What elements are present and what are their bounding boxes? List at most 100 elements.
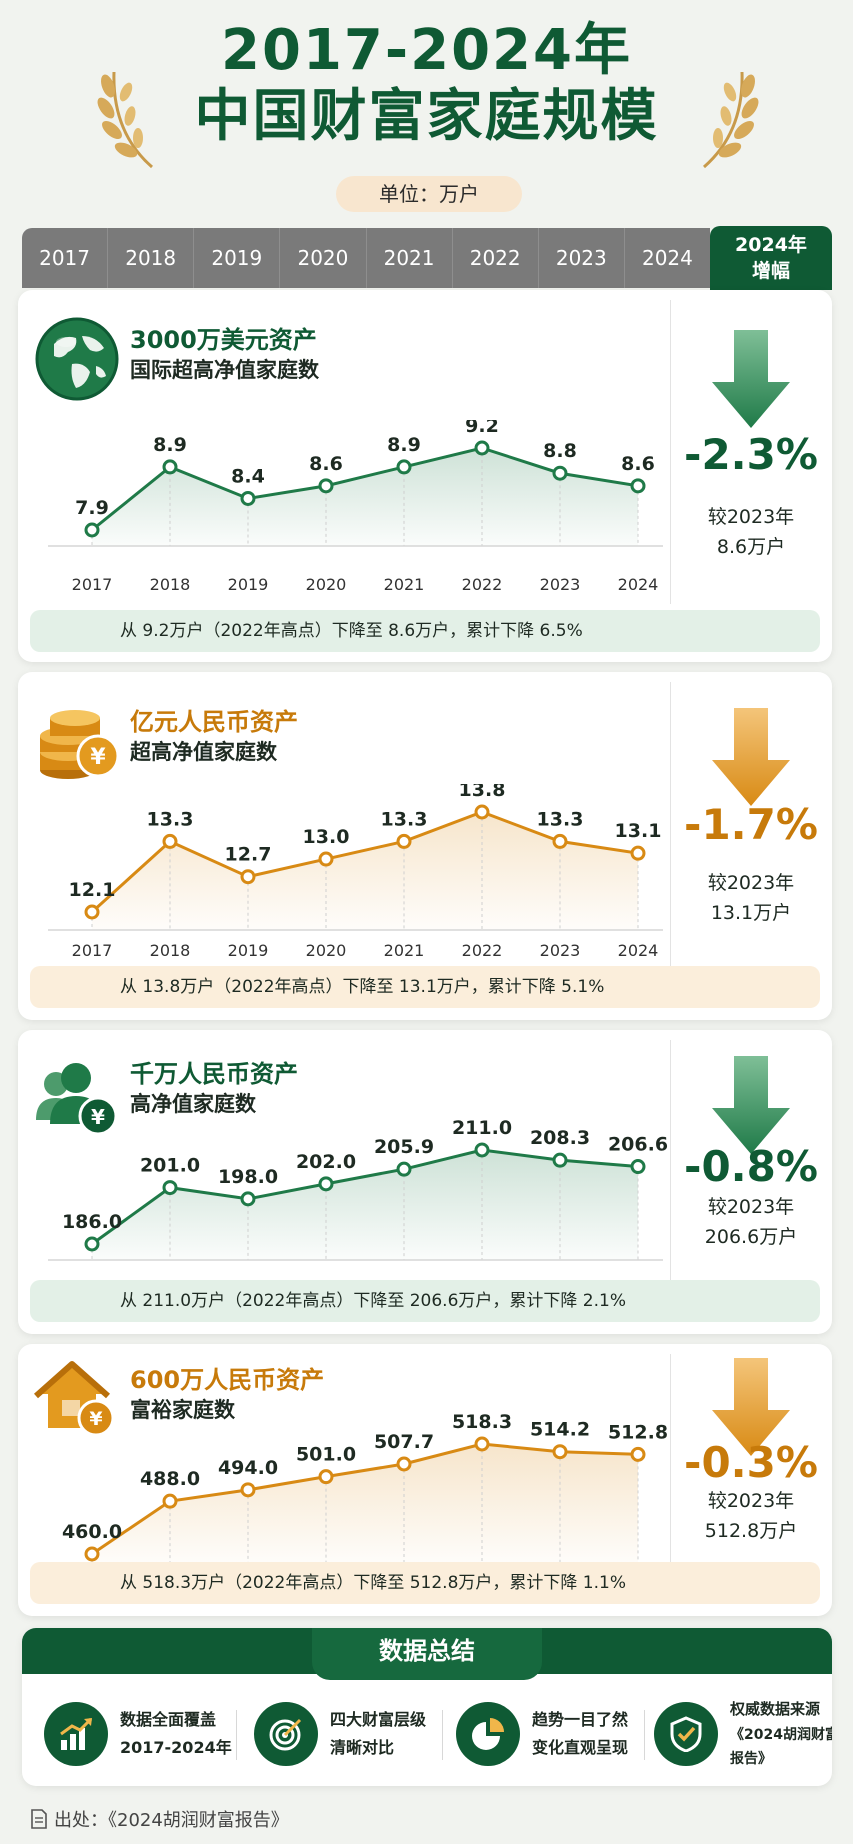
data-point: [318, 851, 334, 867]
data-point: [396, 459, 412, 475]
data-label: 12.7: [225, 844, 272, 866]
summary-item-line2: 2017-2024年: [120, 1738, 232, 1757]
series-line: [91, 1148, 639, 1246]
data-label: 488.0: [140, 1468, 200, 1490]
data-point: [630, 1446, 646, 1462]
change-percent: -2.3%: [684, 430, 818, 479]
increase-header-line1: 2024年: [735, 234, 807, 256]
data-point: [240, 869, 256, 885]
document-icon: [31, 1809, 47, 1829]
series-area: [92, 1444, 638, 1564]
series-area: [92, 448, 638, 546]
compare-line-2: 8.6万户: [716, 536, 786, 558]
data-point: [240, 1482, 256, 1498]
data-point: [162, 1180, 178, 1196]
x-tick-label: 2022: [462, 575, 503, 594]
card-100m-rmb: ¥ 亿元人民币资产 超高净值家庭数 12.1 2017 13.3 2018 12.7 20…: [18, 672, 832, 1020]
x-tick-label: 2024: [618, 941, 659, 960]
compare-line-2: 512.8万户: [704, 1520, 798, 1542]
data-label: 8.6: [309, 453, 343, 475]
title-line-1: 2017-2024年: [221, 18, 632, 83]
down-arrow-icon: [712, 1358, 790, 1456]
compare-line-1: 较2023年: [707, 1196, 795, 1218]
unit-label: 单位：万户: [336, 176, 522, 212]
data-point: [318, 478, 334, 494]
summary-item: 数据全面覆盖 2017-2024年: [44, 1696, 244, 1776]
data-point: [552, 833, 568, 849]
svg-text:¥: ¥: [91, 1105, 105, 1129]
down-arrow-icon: [712, 1056, 790, 1154]
year-header-bar: 2017 2018 2019 2020 2021 2022 2023 2024: [22, 228, 710, 288]
data-point: [240, 490, 256, 506]
house-icon: ¥: [34, 1361, 115, 1437]
down-arrow-icon: [712, 708, 790, 806]
year-header-2021: 2021: [367, 228, 453, 288]
summary-item-line1: 四大财富层级: [330, 1710, 427, 1729]
source-text: 出处：《2024胡润财富报告》: [54, 1810, 289, 1831]
down-arrow-icon: [712, 330, 790, 428]
pie-icon: [456, 1702, 520, 1766]
data-label: 8.8: [543, 440, 577, 462]
chart-6m-rmb: 460.02017488.02018494.02019501.02020507.…: [48, 1412, 668, 1592]
data-point: [552, 1444, 568, 1460]
data-point: [84, 904, 100, 920]
data-label: 8.4: [231, 465, 265, 487]
data-point: [552, 465, 568, 481]
summary-separator: [236, 1710, 237, 1760]
data-label: 202.0: [296, 1151, 356, 1173]
series-area: [92, 1150, 638, 1260]
summary-item: 趋势一目了然 变化直观呈现: [456, 1696, 656, 1776]
data-label: 9.2: [465, 420, 499, 437]
x-tick-label: 2020: [306, 941, 347, 960]
card-note: 从 211.0万户（2022年高点）下降至 206.6万户，累计下降 2.1%: [30, 1280, 820, 1322]
compare-line-1: 较2023年: [707, 506, 795, 528]
card-note: 从 13.8万户（2022年高点）下降至 13.1万户，累计下降 5.1%: [30, 966, 820, 1008]
chart-10m-rmb: 186.02017201.02018198.02019202.02020205.…: [48, 1120, 668, 1296]
data-label: 507.7: [374, 1431, 434, 1453]
data-label: 494.0: [218, 1457, 278, 1479]
card-category: 亿元人民币资产: [130, 708, 298, 736]
data-label: 518.3: [452, 1412, 512, 1433]
series-line: [91, 446, 639, 532]
data-label: 8.9: [387, 434, 421, 456]
data-label: 208.3: [530, 1127, 590, 1149]
summary-item-line3: 报告》: [730, 1751, 772, 1767]
x-tick-label: 2018: [150, 575, 191, 594]
data-label: 7.9: [75, 497, 109, 519]
card-note: 从 518.3万户（2022年高点）下降至 512.8万户，累计下降 1.1%: [30, 1562, 820, 1604]
summary-item-line2: 变化直观呈现: [532, 1738, 629, 1757]
data-label: 8.6: [621, 453, 655, 475]
coin-stack-icon: ¥: [40, 710, 120, 779]
series-line: [90, 810, 639, 914]
data-point: [318, 1176, 334, 1192]
data-point: [84, 522, 100, 538]
increase-header: 2024年 增幅: [710, 226, 832, 290]
card-note: 从 9.2万户（2022年高点）下降至 8.6万户，累计下降 6.5%: [30, 610, 820, 652]
data-label: 186.0: [62, 1211, 122, 1233]
data-point: [162, 459, 178, 475]
series-line: [91, 1442, 639, 1556]
x-tick-label: 2017: [72, 575, 113, 594]
card-category: 3000万美元资产: [130, 326, 317, 354]
summary-title: 数据总结: [312, 1628, 542, 1680]
increase-header-line2: 增幅: [751, 260, 790, 282]
bar-growth-icon: [44, 1702, 108, 1766]
year-header-2017: 2017: [22, 228, 109, 288]
card-3000w-usd: 3000万美元资产 国际超高净值家庭数 7.9 2017 8.9 2018 8.4 201…: [18, 290, 832, 662]
data-label: 198.0: [218, 1166, 278, 1188]
card-6m-rmb: ¥ 600万人民币资产 富裕家庭数 460.02017488.02018494.…: [18, 1344, 832, 1616]
card-divider: [670, 300, 671, 604]
data-label: 13.0: [303, 826, 350, 848]
data-point: [162, 1493, 178, 1509]
data-point: [84, 1546, 100, 1562]
shield-check-icon: [654, 1702, 718, 1766]
data-point: [474, 440, 490, 456]
summary-item-line2: 《2024胡润财富: [730, 1727, 832, 1743]
change-percent: -1.7%: [684, 800, 818, 849]
data-point: [396, 1456, 412, 1472]
year-header-2019: 2019: [194, 228, 281, 288]
year-header-2022: 2022: [453, 228, 539, 288]
data-label: 205.9: [374, 1136, 434, 1158]
data-label: 501.0: [296, 1444, 356, 1466]
summary-item-line1: 数据全面覆盖: [120, 1710, 217, 1729]
